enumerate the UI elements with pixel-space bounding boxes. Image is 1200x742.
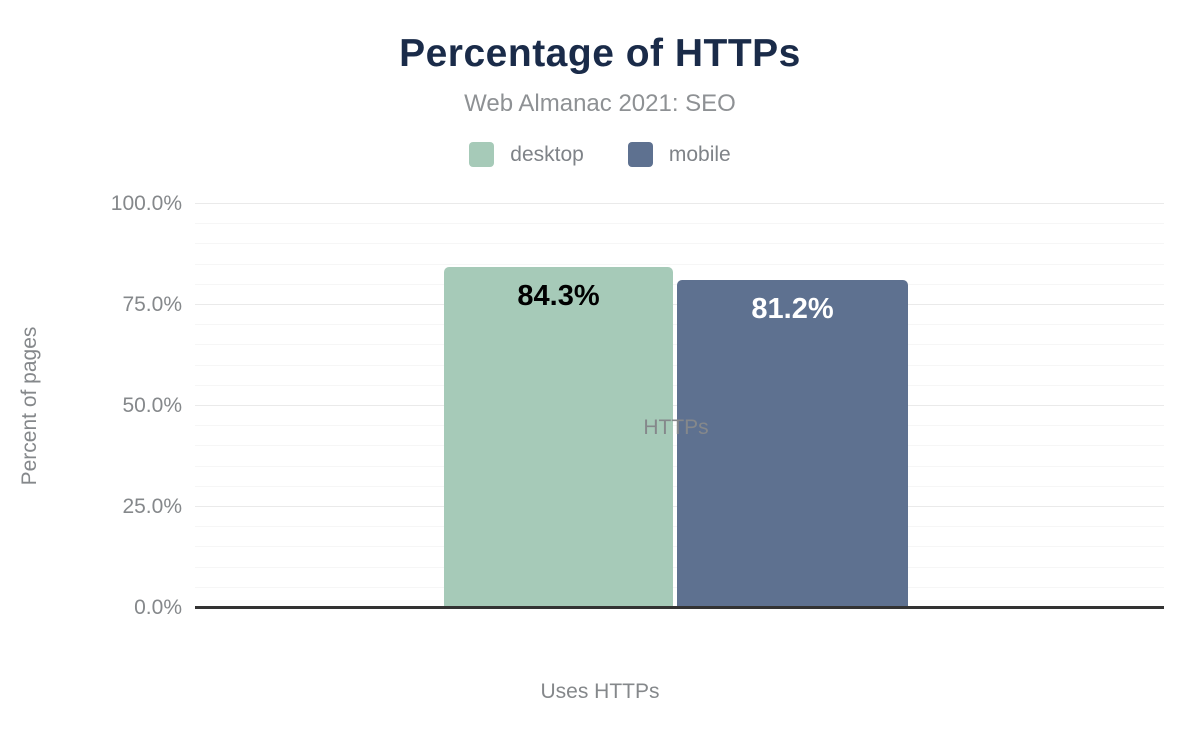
chart-legend: desktop mobile	[0, 142, 1200, 167]
bar-desktop[interactable]: 84.3%	[444, 267, 673, 608]
y-tick-50: 50.0%	[122, 394, 182, 417]
legend-item-mobile[interactable]: mobile	[627, 142, 731, 167]
y-axis-title: Percent of pages	[18, 326, 41, 486]
chart-title: Percentage of HTTPs	[399, 32, 801, 75]
plot-area: 0.0% 25.0% 50.0% 75.0% 100.0% 84.3% 81.2…	[111, 192, 1164, 619]
y-tick-0: 0.0%	[134, 596, 182, 619]
legend-label-mobile: mobile	[668, 142, 731, 166]
bar-mobile[interactable]: 81.2%	[677, 279, 908, 608]
mobile-swatch-icon	[627, 142, 653, 167]
desktop-swatch-icon	[469, 142, 495, 167]
bar-mobile-value-label: 81.2%	[751, 292, 834, 325]
legend-label-desktop: desktop	[510, 142, 584, 166]
gridline	[195, 223, 1164, 225]
x-axis-line	[195, 606, 1164, 609]
gridline	[195, 263, 1164, 265]
x-axis-title: Uses HTTPs	[540, 680, 660, 703]
x-tick-https: HTTPs	[643, 416, 709, 439]
chart-subtitle: Web Almanac 2021: SEO	[464, 90, 736, 117]
gridline	[195, 203, 1164, 204]
bar-desktop-value-label: 84.3%	[517, 280, 600, 313]
legend-item-desktop[interactable]: desktop	[469, 142, 584, 167]
gridline	[195, 243, 1164, 245]
y-tick-100: 100.0%	[110, 192, 182, 215]
y-tick-25: 25.0%	[122, 495, 182, 518]
y-tick-75: 75.0%	[122, 293, 182, 316]
